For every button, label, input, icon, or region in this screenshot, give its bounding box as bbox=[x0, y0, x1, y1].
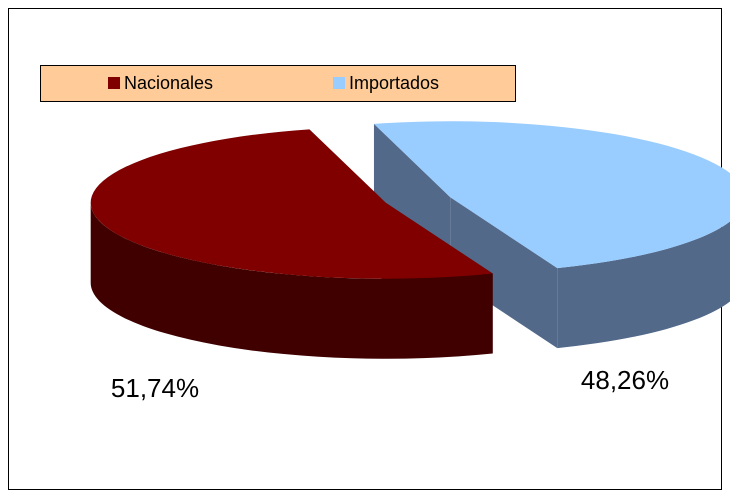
legend-swatch bbox=[108, 77, 120, 89]
slice-cut-face bbox=[450, 197, 558, 349]
legend-label: Importados bbox=[349, 73, 439, 93]
slice-wall bbox=[557, 221, 730, 349]
pie-slice bbox=[373, 121, 730, 269]
pie-slice bbox=[90, 129, 493, 279]
slice-wall bbox=[90, 202, 493, 359]
data-label: 48,26% bbox=[581, 365, 669, 395]
data-label: 51,74% bbox=[111, 373, 199, 403]
legend-swatch bbox=[333, 77, 345, 89]
legend-label: Nacionales bbox=[124, 73, 213, 93]
